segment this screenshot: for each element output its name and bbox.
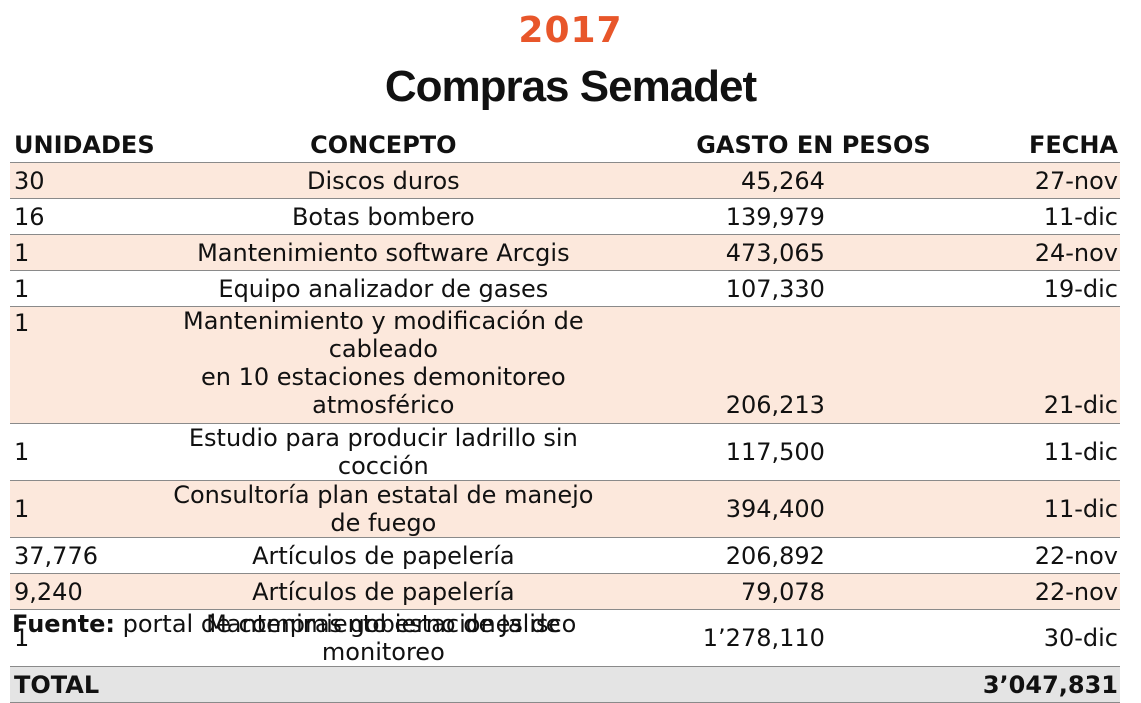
table-row: 30 Discos duros 45,264 27-nov	[10, 162, 1120, 199]
table-row: 16 Botas bombero 139,979 11-dic	[10, 198, 1120, 235]
cell-fecha: 27-nov	[1024, 162, 1120, 199]
cell-fecha: 30-dic	[1024, 609, 1120, 667]
cell-unidades: 37,776	[10, 537, 165, 574]
source-label: Fuente:	[12, 610, 115, 638]
cell-fecha: 24-nov	[1024, 234, 1120, 271]
cell-fecha: 22-nov	[1024, 573, 1120, 610]
cell-concepto: Mantenimiento software Arcgis	[164, 234, 602, 271]
cell-gasto: 206,213	[601, 306, 1025, 424]
cell-gasto: 1’278,110	[601, 609, 1025, 667]
cell-unidades: 30	[10, 162, 165, 199]
table-row: 37,776 Artículos de papelería 206,892 22…	[10, 537, 1120, 574]
cell-gasto: 394,400	[601, 480, 1025, 538]
column-header-unidades: UNIDADES	[14, 131, 155, 159]
cell-fecha: 11-dic	[1024, 423, 1120, 481]
cell-concepto: Discos duros	[164, 162, 602, 199]
table-row: 1 Mantenimiento y modificación de cablea…	[10, 306, 1120, 424]
cell-concepto: Consultoría plan estatal de manejo de fu…	[164, 480, 602, 538]
source-note: Fuente: portal de compras gobierno de Ja…	[12, 610, 576, 638]
cell-concepto: Botas bombero	[164, 198, 602, 235]
cell-unidades: 16	[10, 198, 165, 235]
cell-concepto: Equipo analizador de gases	[164, 270, 602, 307]
cell-fecha: 11-dic	[1024, 480, 1120, 538]
cell-concepto: Mantenimiento y modificación de cableado…	[164, 306, 602, 424]
cell-concepto-line-2: en 10 estaciones demonitoreo atmosférico	[201, 363, 566, 419]
total-row: TOTAL 3’047,831	[10, 666, 1120, 703]
year-heading: 2017	[518, 10, 623, 51]
cell-unidades: 1	[10, 480, 165, 538]
purchases-table: UNIDADES CONCEPTO GASTO EN PESOS FECHA 3…	[10, 128, 1120, 703]
column-header-gasto: GASTO EN PESOS	[696, 131, 931, 159]
column-header-fecha: FECHA	[1028, 131, 1118, 159]
cell-gasto: 107,330	[601, 270, 1025, 307]
source-text: portal de compras gobierno de Jalisco	[115, 610, 577, 638]
cell-fecha: 21-dic	[1024, 306, 1120, 424]
cell-unidades: 1	[10, 270, 165, 307]
table-row: 9,240 Artículos de papelería 79,078 22-n…	[10, 573, 1120, 610]
total-value: 3’047,831	[601, 666, 1120, 703]
table-row: 1 Mantenimiento software Arcgis 473,065 …	[10, 234, 1120, 271]
cell-unidades: 9,240	[10, 573, 165, 610]
cell-unidades: 1	[10, 234, 165, 271]
column-header-concepto: CONCEPTO	[310, 131, 457, 159]
cell-fecha: 19-dic	[1024, 270, 1120, 307]
total-empty-cell	[164, 666, 602, 703]
cell-gasto: 473,065	[601, 234, 1025, 271]
total-label: TOTAL	[10, 666, 165, 703]
cell-unidades: 1	[10, 423, 165, 481]
cell-concepto: Artículos de papelería	[164, 537, 602, 574]
table-row: 1 Equipo analizador de gases 107,330 19-…	[10, 270, 1120, 307]
cell-gasto: 139,979	[601, 198, 1025, 235]
table-header-row: UNIDADES CONCEPTO GASTO EN PESOS FECHA	[10, 128, 1120, 163]
cell-gasto: 79,078	[601, 573, 1025, 610]
cell-gasto: 206,892	[601, 537, 1025, 574]
table-row: 1 Consultoría plan estatal de manejo de …	[10, 480, 1120, 538]
table-row: 1 Estudio para producir ladrillo sin coc…	[10, 423, 1120, 481]
cell-gasto: 45,264	[601, 162, 1025, 199]
cell-gasto: 117,500	[601, 423, 1025, 481]
cell-concepto-line-1: Mantenimiento y modificación de cableado	[183, 307, 584, 363]
cell-concepto: Estudio para producir ladrillo sin cocci…	[164, 423, 602, 481]
page-title: Compras Semadet	[384, 62, 757, 111]
cell-fecha: 22-nov	[1024, 537, 1120, 574]
cell-concepto: Artículos de papelería	[164, 573, 602, 610]
cell-unidades: 1	[10, 306, 165, 424]
cell-fecha: 11-dic	[1024, 198, 1120, 235]
